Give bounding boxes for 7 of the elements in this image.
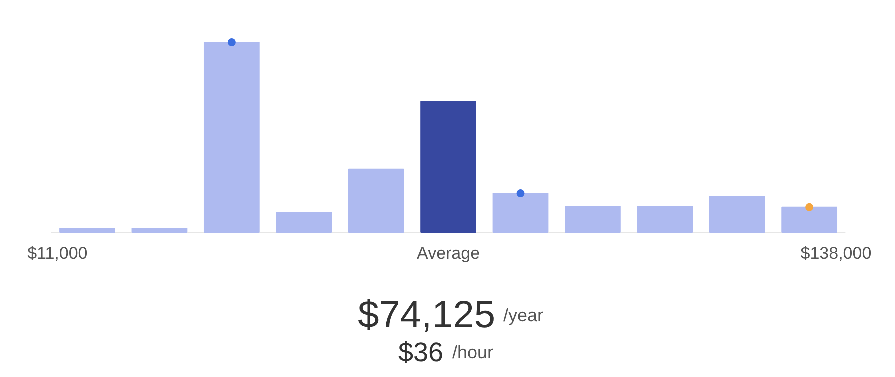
text: $36: [398, 338, 444, 368]
text: $74,125: [358, 294, 496, 336]
x-tick-label: $138,000: [800, 244, 872, 263]
text: /year: [504, 306, 544, 326]
text: /hour: [452, 342, 494, 362]
x-tick-label: $11,000: [28, 244, 88, 263]
x-tick-label: Average: [417, 244, 480, 263]
